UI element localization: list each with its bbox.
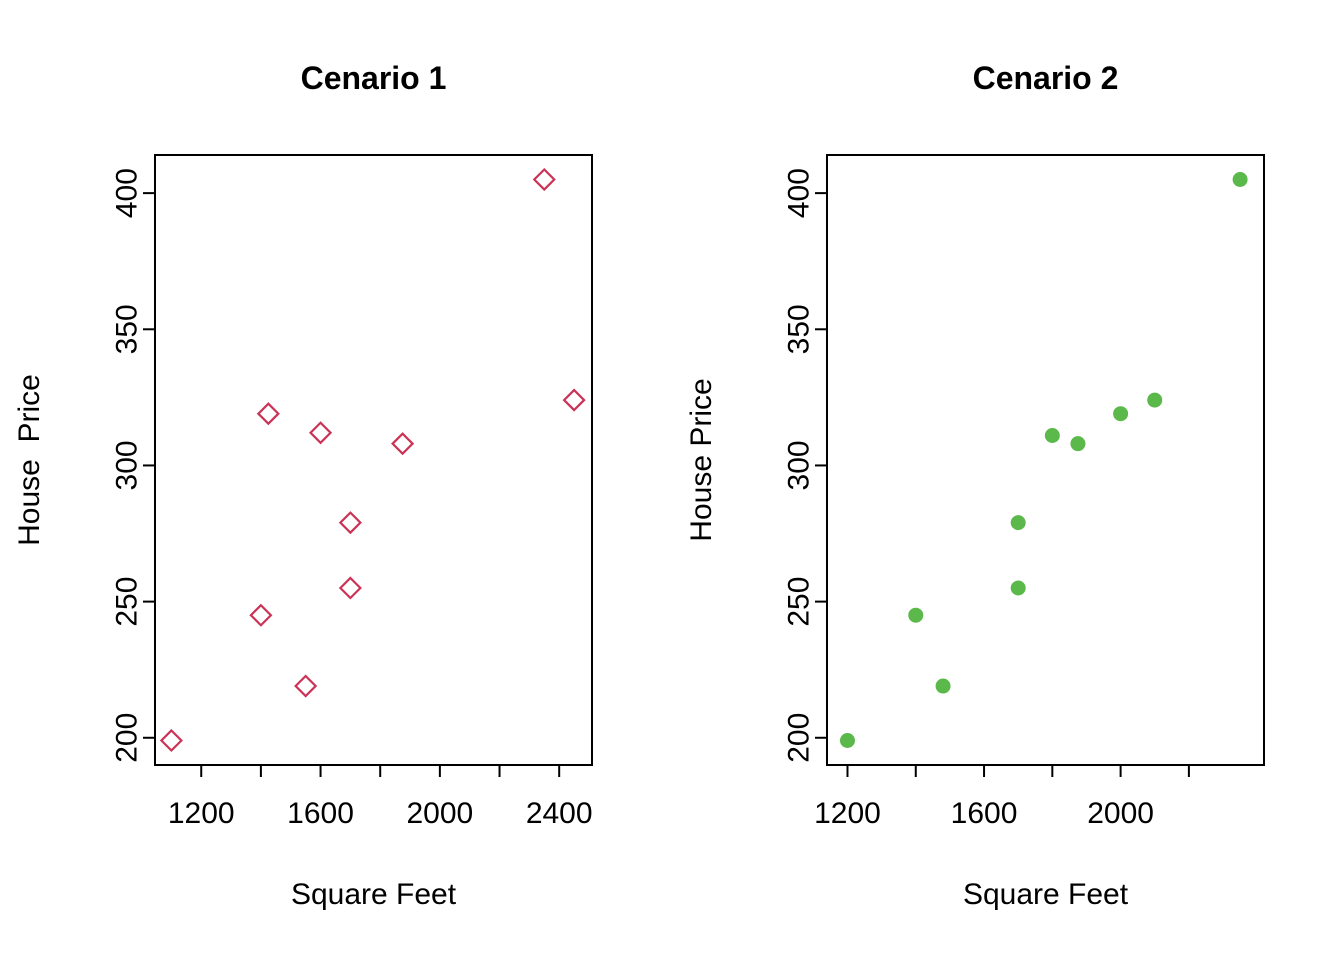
data-point bbox=[839, 732, 855, 748]
x-tick-label: 1600 bbox=[951, 797, 1018, 830]
chart-title: Cenario 2 bbox=[972, 60, 1119, 96]
data-point bbox=[1232, 172, 1248, 188]
data-point bbox=[159, 728, 183, 753]
plot-box bbox=[826, 154, 1265, 766]
chart-title: Cenario 1 bbox=[300, 60, 447, 96]
data-point bbox=[562, 388, 586, 412]
data-point bbox=[1113, 406, 1129, 422]
x-axis-label: Square Feet bbox=[962, 878, 1129, 911]
x-tick-label: 2000 bbox=[1087, 797, 1154, 830]
y-tick-label: 200 bbox=[783, 713, 816, 763]
data-point bbox=[338, 511, 362, 535]
y-tick-label: 250 bbox=[111, 577, 144, 627]
data-point bbox=[1010, 515, 1026, 531]
data-point bbox=[294, 674, 318, 698]
data-point bbox=[249, 603, 273, 627]
x-tick-label: 2400 bbox=[526, 797, 593, 830]
x-tick-label: 1200 bbox=[168, 797, 235, 830]
data-point bbox=[308, 421, 333, 445]
data-point bbox=[391, 432, 415, 456]
y-tick-label: 400 bbox=[783, 168, 816, 218]
x-tick-label: 2000 bbox=[406, 797, 473, 830]
x-axis-label: Square Feet bbox=[290, 878, 457, 911]
data-point bbox=[908, 607, 924, 623]
y-tick-label: 300 bbox=[111, 440, 144, 490]
data-point bbox=[1070, 436, 1086, 452]
data-point bbox=[256, 402, 280, 426]
data-point bbox=[532, 167, 556, 192]
y-tick-label: 400 bbox=[111, 168, 144, 218]
data-point bbox=[935, 678, 951, 694]
plot-box bbox=[154, 154, 593, 766]
scatter-plot-cenario-1: 1200 1600 2000 2400 200 250 300 350 400 bbox=[111, 154, 593, 830]
data-point bbox=[338, 576, 362, 600]
y-tick-label: 300 bbox=[783, 440, 816, 490]
x-tick-label: 1600 bbox=[287, 797, 354, 830]
x-tick-label: 1200 bbox=[814, 797, 881, 830]
data-point bbox=[1147, 392, 1163, 408]
chart-panel-cenario-2: Cenario 2 House Price 1200 1600 2000 200 250… bbox=[672, 0, 1344, 960]
chart-panel-cenario-1: Cenario 1 House Price 1200 1600 2000 2400 20… bbox=[13, 60, 593, 911]
data-point bbox=[1010, 580, 1026, 596]
data-point bbox=[1044, 427, 1060, 443]
y-tick-label: 350 bbox=[783, 304, 816, 354]
y-tick-label: 250 bbox=[783, 577, 816, 627]
y-tick-label: 350 bbox=[111, 304, 144, 354]
y-tick-label: 200 bbox=[111, 713, 144, 763]
scatter-plot-cenario-2: 1200 1600 2000 200 250 300 350 400 bbox=[783, 154, 1265, 830]
